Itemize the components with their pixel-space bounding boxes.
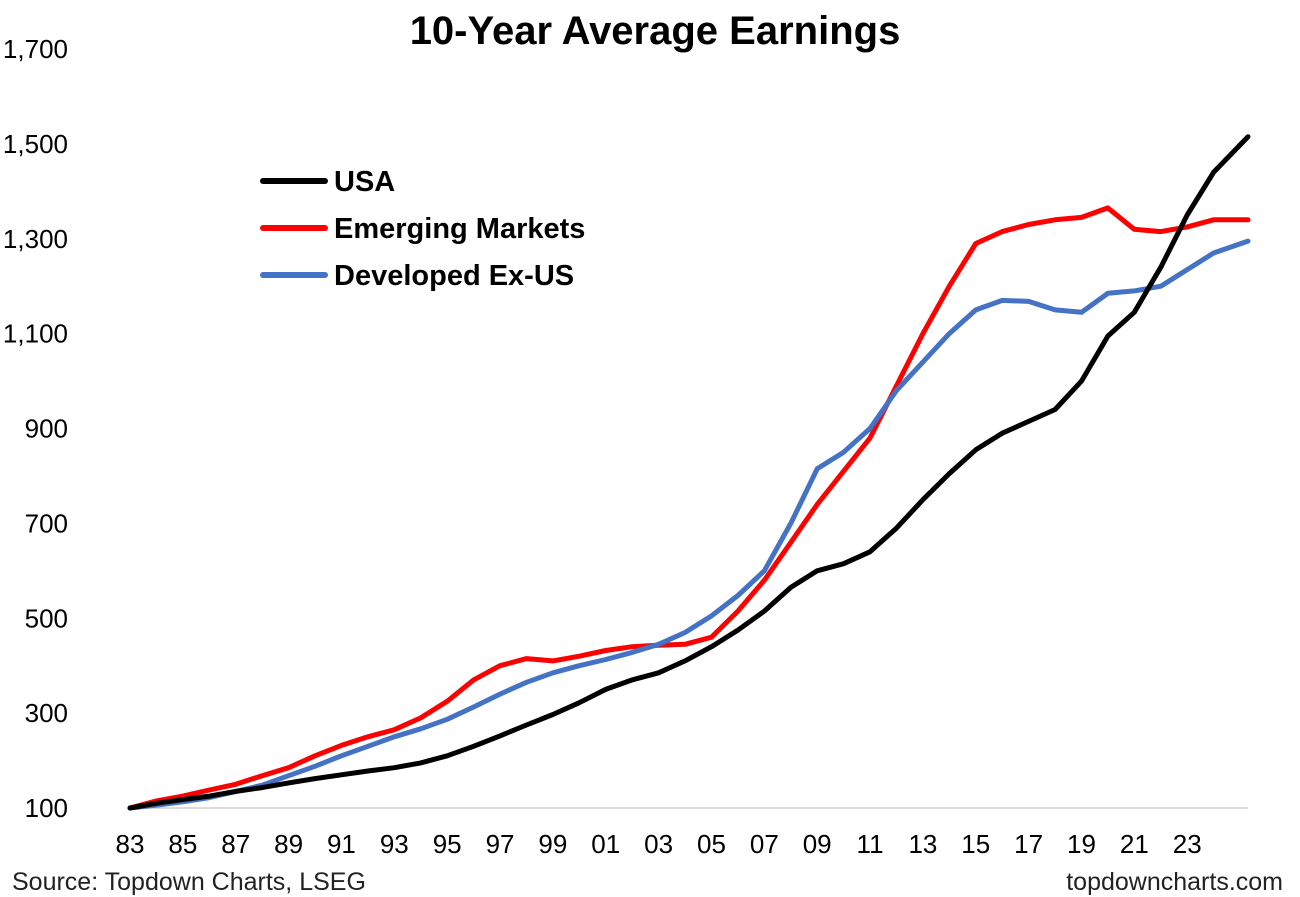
x-tick-label: 11 (857, 829, 884, 859)
y-axis: 1,700 1,500 1,300 1,100 900 700 500 300 100 (3, 34, 68, 823)
x-tick-label: 87 (221, 829, 250, 859)
x-tick-label: 23 (1173, 829, 1202, 859)
y-tick-label: 500 (25, 603, 68, 633)
y-tick-label: 700 (25, 508, 68, 538)
y-tick-label: 1,700 (3, 34, 68, 64)
y-tick-label: 100 (25, 793, 68, 823)
x-tick-label: 09 (803, 829, 832, 859)
x-tick-label: 99 (538, 829, 567, 859)
source-note: Source: Topdown Charts, LSEG (12, 868, 366, 896)
series-line-usa (127, 134, 1251, 811)
x-tick-label: 07 (750, 829, 779, 859)
x-tick-label: 93 (380, 829, 409, 859)
series-line-emerging-markets (127, 205, 1251, 811)
x-tick-label: 85 (168, 829, 197, 859)
y-tick-label: 1,300 (3, 224, 68, 254)
x-tick-label: 89 (274, 829, 303, 859)
x-tick-label: 91 (327, 829, 356, 859)
y-tick-label: 1,100 (3, 319, 68, 349)
x-tick-label: 13 (908, 829, 937, 859)
y-tick-label: 1,500 (3, 129, 68, 159)
x-tick-label: 95 (433, 829, 462, 859)
x-tick-label: 03 (644, 829, 673, 859)
legend-label: Developed Ex-US (334, 260, 574, 292)
x-tick-label: 01 (591, 829, 620, 859)
x-axis: 83 85 87 89 91 93 95 97 99 01 03 05 07 09 11 13 15 17 19 21… (116, 829, 1202, 859)
y-tick-label: 900 (25, 414, 68, 444)
x-tick-label: 83 (116, 829, 145, 859)
series-lines (127, 134, 1251, 811)
x-tick-label: 05 (697, 829, 726, 859)
series-line-developed-ex-us (127, 238, 1251, 811)
x-tick-label: 15 (961, 829, 990, 859)
website-credit: topdowncharts.com (1066, 868, 1283, 896)
y-tick-label: 300 (25, 698, 68, 728)
x-tick-label: 21 (1120, 829, 1149, 859)
legend: USA Emerging Markets Developed Ex-US (260, 166, 585, 292)
x-tick-label: 19 (1067, 829, 1096, 859)
legend-label: USA (334, 166, 395, 198)
chart-title: 10-Year Average Earnings (410, 9, 901, 53)
x-tick-label: 17 (1014, 829, 1043, 859)
x-tick-label: 97 (486, 829, 515, 859)
legend-label: Emerging Markets (334, 213, 585, 245)
